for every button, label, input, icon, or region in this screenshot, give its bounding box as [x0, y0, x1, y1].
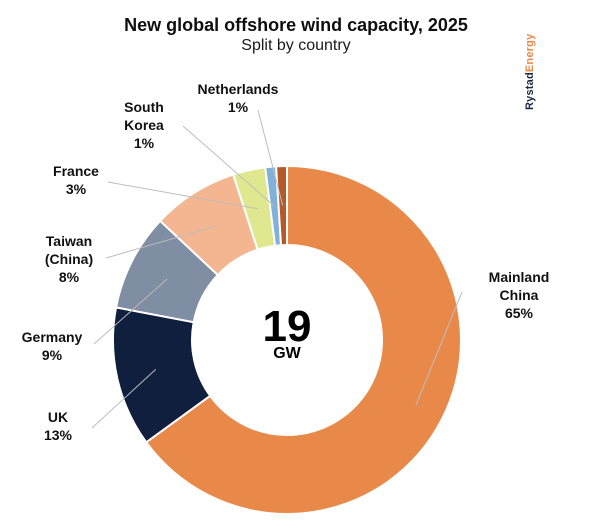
label-uk: UK 13%: [43, 409, 73, 443]
leader-line-south-korea: [182, 125, 275, 207]
label-netherlands: Netherlands 1%: [197, 81, 279, 115]
slice-mainland-china: [144, 164, 462, 515]
chart-subtitle: Split by country: [241, 37, 351, 54]
leader-line-mainland-china: [415, 291, 463, 406]
leader-lines: [91, 109, 463, 429]
label-taiwan: Taiwan (China) 8%: [44, 233, 94, 285]
center-total-value: 19: [262, 302, 312, 351]
leader-line-taiwan-china: [105, 225, 216, 259]
label-south-korea: South Korea 1%: [124, 99, 164, 151]
leader-line-france: [107, 181, 258, 210]
label-germany: Germany 9%: [21, 329, 83, 363]
leader-line-uk: [91, 368, 157, 429]
slice-netherlands: [275, 164, 288, 247]
label-mainland-china: Mainland China 65%: [488, 269, 550, 321]
chart-title: New global offshore wind capacity, 2025: [124, 15, 468, 35]
center-total-unit: GW: [273, 345, 301, 362]
label-france: France 3%: [53, 163, 99, 197]
leader-line-germany: [93, 278, 168, 345]
donut-slices: [112, 164, 462, 515]
leader-line-netherlands: [257, 109, 284, 206]
